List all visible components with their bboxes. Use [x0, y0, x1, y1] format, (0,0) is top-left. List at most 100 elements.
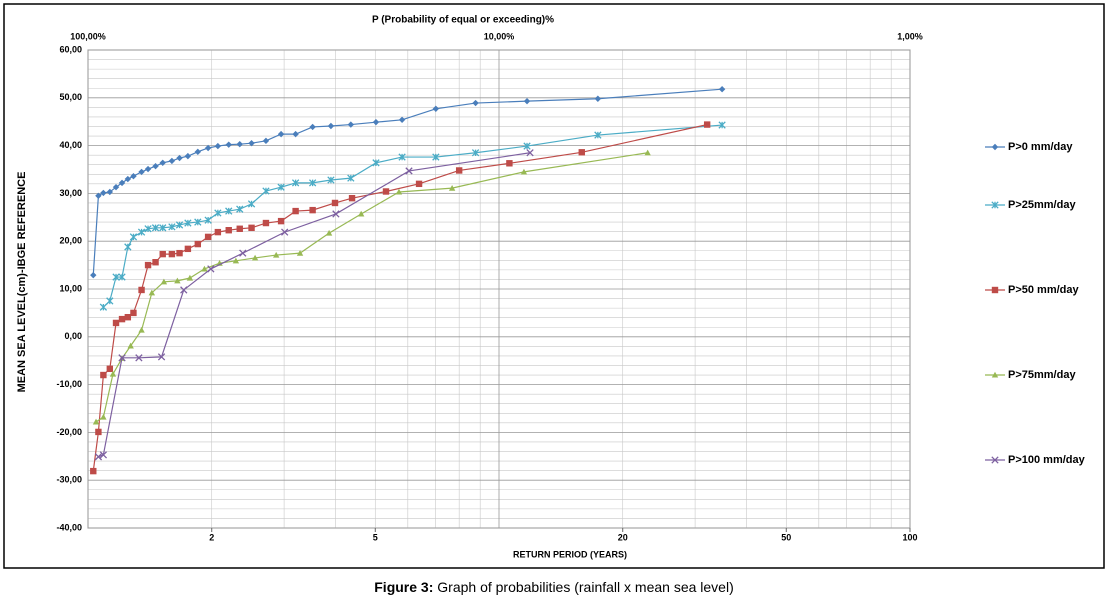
marker — [594, 131, 602, 139]
marker — [357, 210, 365, 217]
marker — [90, 271, 97, 279]
marker — [214, 209, 222, 217]
y-tick-label: -40,00 — [56, 522, 82, 532]
x-axis-label: RETURN PERIOD (YEARS) — [513, 549, 627, 559]
marker — [160, 278, 168, 285]
marker — [309, 206, 316, 214]
caption-text: Graph of probabilities (rainfall x mean … — [433, 579, 733, 595]
y-tick-label: 50,00 — [59, 92, 82, 102]
marker — [124, 175, 132, 183]
x-tick-label: 100 — [902, 532, 917, 542]
series-line — [92, 88, 723, 276]
legend-label: P>0 mm/day — [1008, 141, 1073, 153]
marker — [472, 99, 479, 107]
marker — [168, 157, 176, 165]
x-tick-label: 20 — [618, 532, 628, 542]
x-tick-label: 50 — [781, 532, 791, 542]
marker — [308, 179, 317, 187]
marker — [395, 188, 403, 195]
marker — [124, 243, 132, 251]
marker — [99, 451, 108, 459]
marker — [148, 289, 156, 296]
marker — [180, 286, 188, 294]
marker — [523, 142, 531, 150]
marker — [118, 315, 126, 323]
marker — [112, 183, 120, 191]
marker — [176, 249, 183, 257]
marker — [207, 265, 215, 273]
marker — [100, 413, 107, 420]
marker — [168, 250, 176, 258]
marker — [90, 467, 97, 475]
marker — [578, 149, 585, 156]
marker — [214, 142, 222, 150]
marker — [281, 228, 289, 236]
marker — [239, 249, 247, 257]
marker — [332, 210, 340, 218]
marker — [506, 160, 513, 167]
marker — [112, 273, 120, 281]
marker — [204, 233, 212, 241]
legend-marker — [991, 286, 999, 294]
marker — [372, 118, 380, 126]
y-tick-label: 20,00 — [59, 236, 82, 246]
marker — [523, 97, 531, 105]
marker — [184, 152, 192, 160]
marker — [292, 207, 299, 215]
marker — [152, 162, 159, 170]
marker — [247, 200, 256, 208]
marker — [157, 353, 166, 361]
marker — [95, 428, 102, 436]
marker — [372, 159, 380, 167]
marker — [100, 189, 107, 197]
marker — [296, 249, 304, 256]
marker — [204, 144, 212, 152]
marker — [129, 233, 138, 241]
marker — [594, 95, 602, 102]
marker — [236, 205, 244, 213]
marker — [292, 130, 299, 138]
legend-marker — [991, 201, 999, 209]
marker — [95, 192, 102, 199]
marker — [415, 180, 423, 188]
marker — [94, 453, 103, 461]
marker — [99, 303, 108, 311]
marker — [520, 168, 528, 175]
x2-tick-label: 10,00% — [484, 31, 515, 41]
marker — [174, 277, 181, 284]
legend-marker — [991, 143, 999, 151]
marker — [184, 245, 192, 253]
marker — [398, 153, 406, 161]
marker — [159, 159, 166, 167]
marker — [204, 216, 212, 224]
marker — [277, 183, 285, 191]
marker — [225, 141, 232, 148]
marker — [347, 174, 355, 182]
caption: Figure 3: Graph of probabilities (rainfa… — [374, 579, 734, 595]
marker — [232, 257, 240, 264]
marker — [432, 153, 440, 161]
marker — [448, 184, 456, 191]
marker — [248, 140, 255, 147]
caption-label: Figure 3: — [374, 579, 433, 595]
marker — [236, 225, 243, 232]
marker — [138, 286, 145, 294]
marker — [106, 365, 114, 373]
marker — [144, 261, 152, 269]
marker — [703, 121, 711, 128]
marker — [112, 319, 120, 327]
legend-marker — [991, 371, 999, 378]
marker — [251, 254, 259, 261]
marker — [291, 179, 300, 187]
marker — [644, 149, 651, 156]
marker — [151, 224, 160, 232]
marker — [309, 123, 316, 131]
marker — [194, 148, 202, 156]
marker — [405, 167, 413, 175]
marker — [432, 105, 440, 112]
marker — [130, 172, 137, 180]
marker — [118, 273, 126, 281]
marker — [382, 188, 390, 195]
marker — [118, 179, 126, 187]
y-tick-label: 10,00 — [59, 283, 82, 293]
